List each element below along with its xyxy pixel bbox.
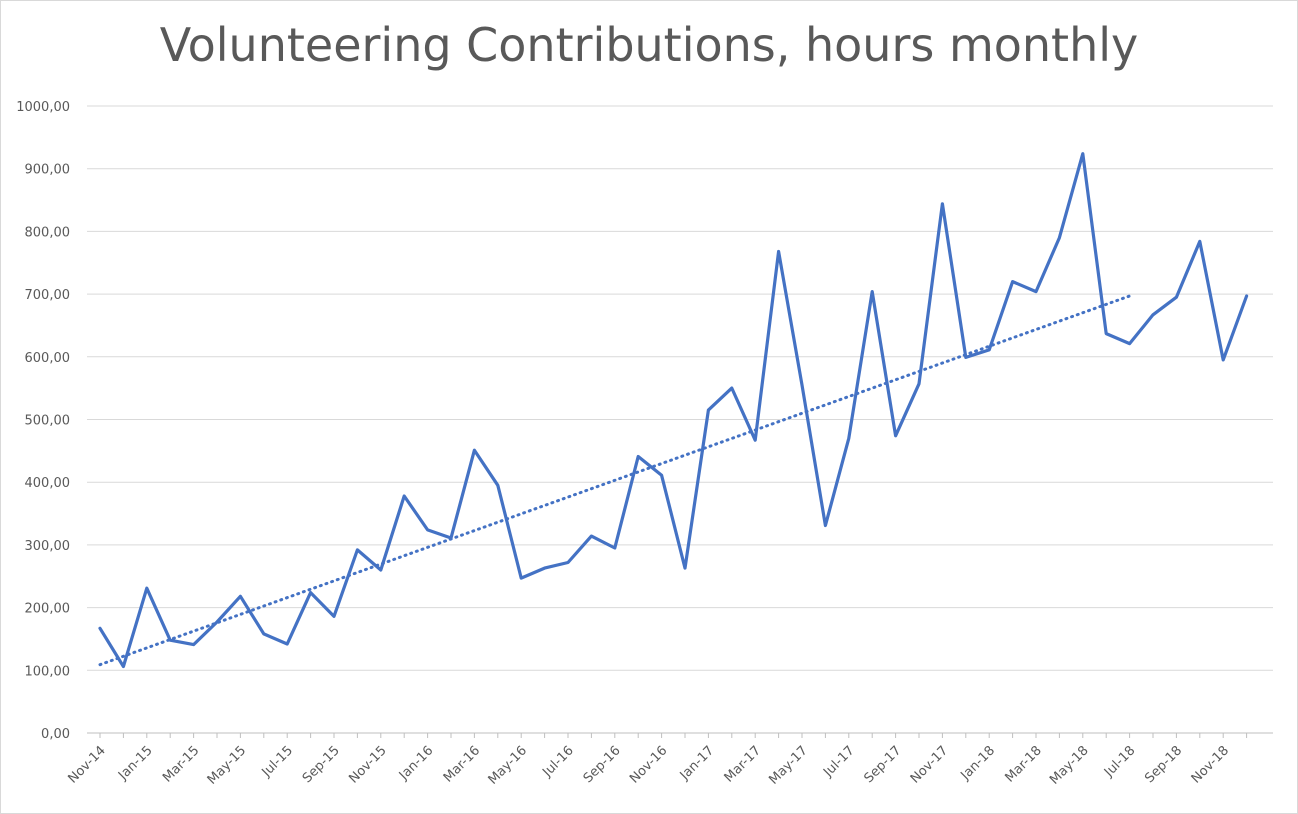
data-point xyxy=(567,561,570,564)
data-point xyxy=(590,535,593,538)
chart-title: Volunteering Contributions, hours monthl… xyxy=(159,18,1139,72)
data-point xyxy=(707,409,710,412)
data-point xyxy=(871,290,874,293)
x-tick-label: Nov-16 xyxy=(627,743,670,786)
data-point xyxy=(1058,236,1061,239)
data-point xyxy=(964,356,967,359)
data-point xyxy=(941,202,944,205)
data-point xyxy=(988,348,991,351)
x-tick-label: Mar-16 xyxy=(441,743,483,785)
data-point xyxy=(613,547,616,550)
data-point xyxy=(1175,296,1178,299)
series-line xyxy=(98,152,1249,669)
data-point xyxy=(824,524,827,527)
data-point xyxy=(1222,358,1225,361)
data-point xyxy=(1245,294,1248,297)
x-tick-label: Sep-15 xyxy=(300,743,343,786)
data-point xyxy=(426,528,429,531)
data-point xyxy=(847,437,850,440)
x-tick-label: Sep-18 xyxy=(1142,743,1185,786)
y-tick-label: 100,00 xyxy=(25,664,71,679)
x-tick-label: Jan-16 xyxy=(396,743,437,784)
y-tick-label: 500,00 xyxy=(25,414,71,429)
data-point xyxy=(216,621,219,624)
data-point xyxy=(473,449,476,452)
x-tick-label: May-17 xyxy=(766,743,810,787)
y-tick-label: 1000,00 xyxy=(16,100,70,115)
data-point xyxy=(239,595,242,598)
data-point xyxy=(496,484,499,487)
data-point xyxy=(1081,152,1084,155)
y-tick-label: 700,00 xyxy=(25,288,71,303)
trendline xyxy=(98,294,1132,667)
data-point xyxy=(801,384,804,387)
data-point xyxy=(1152,313,1155,316)
x-tick-label: Mar-17 xyxy=(722,743,764,785)
data-point xyxy=(777,250,780,253)
x-tick-label: Jan-15 xyxy=(115,743,156,784)
data-point xyxy=(754,439,757,442)
data-point xyxy=(145,587,148,590)
data-point xyxy=(122,665,125,668)
x-tick-label: Jan-18 xyxy=(958,743,999,784)
x-tick-label: May-18 xyxy=(1047,743,1091,787)
x-tick-label: Nov-18 xyxy=(1189,743,1232,786)
x-tick-label: Nov-14 xyxy=(66,743,109,786)
data-point xyxy=(333,615,336,618)
y-tick-label: 200,00 xyxy=(25,602,71,617)
data-point xyxy=(1105,332,1108,335)
y-tick-label: 900,00 xyxy=(25,163,71,178)
x-tick-label: Jul-16 xyxy=(539,743,576,780)
data-point xyxy=(637,455,640,458)
data-point xyxy=(684,567,687,570)
y-tick-label: 800,00 xyxy=(25,225,71,240)
x-tick-label: Nov-15 xyxy=(346,743,389,786)
data-point xyxy=(1198,240,1201,243)
data-point xyxy=(730,387,733,390)
data-point xyxy=(1035,290,1038,293)
data-point xyxy=(450,537,453,540)
y-tick-label: 600,00 xyxy=(25,351,71,366)
x-tick-label: Sep-17 xyxy=(861,743,904,786)
data-point xyxy=(262,632,265,635)
data-point xyxy=(169,639,172,642)
data-point xyxy=(192,643,195,646)
data-point xyxy=(309,591,312,594)
x-tick-label: Mar-15 xyxy=(160,743,202,785)
x-tick-label: Mar-18 xyxy=(1002,743,1044,785)
data-point xyxy=(356,548,359,551)
y-tick-label: 300,00 xyxy=(25,539,71,554)
x-tick-label: May-16 xyxy=(486,743,530,787)
y-tick-label: 0,00 xyxy=(41,727,70,742)
x-tick-label: Nov-17 xyxy=(908,743,951,786)
data-point xyxy=(660,474,663,477)
x-tick-label: Jul-17 xyxy=(820,743,857,780)
x-tick-label: May-15 xyxy=(205,743,249,787)
x-tick-label: Jul-15 xyxy=(259,743,296,780)
x-tick-label: Jul-18 xyxy=(1101,743,1138,780)
data-point xyxy=(894,434,897,437)
x-tick-label: Sep-16 xyxy=(581,743,624,786)
data-point xyxy=(918,382,921,385)
data-point xyxy=(99,627,102,630)
data-point xyxy=(520,577,523,580)
y-tick-label: 400,00 xyxy=(25,476,71,491)
data-point xyxy=(286,642,289,645)
data-point xyxy=(1128,342,1131,345)
data-point xyxy=(403,494,406,497)
data-point xyxy=(379,568,382,571)
data-point xyxy=(543,567,546,570)
data-point xyxy=(1011,280,1014,283)
x-tick-label: Jan-17 xyxy=(677,743,718,784)
